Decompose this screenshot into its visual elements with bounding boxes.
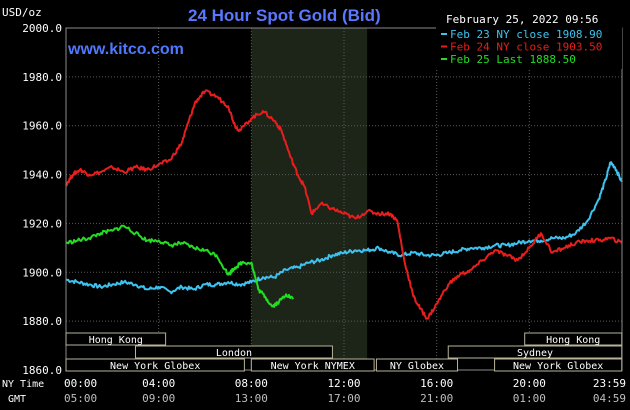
y-tick-label: 2000.0	[22, 22, 62, 35]
website-label: www.kitco.com	[67, 41, 184, 58]
session-label: Hong Kong	[546, 335, 600, 346]
x-tick-label-ny: 12:00	[327, 377, 360, 390]
session-label: New York NYMEX	[271, 361, 355, 372]
x-tick-label-ny: 04:00	[142, 377, 175, 390]
session-box	[135, 345, 333, 359]
series-lines	[65, 89, 623, 320]
y-tick-label: 1940.0	[22, 169, 62, 182]
unit-label: USD/oz	[2, 6, 42, 19]
x-tick-label-gmt: 05:00	[64, 392, 97, 405]
y-tick-labels: 2000.0 1980.0 1960.0 1940.0 1920.0 1900.0 1880…	[22, 22, 62, 377]
session-box	[65, 358, 245, 372]
x-tick-label-ny: 00:00	[64, 377, 97, 390]
session-box	[447, 345, 623, 359]
x-tick-label-ny: 20:00	[513, 377, 546, 390]
y-tick-label: 1860.0	[22, 364, 62, 377]
x-tick-label-gmt: 17:00	[327, 392, 360, 405]
x-tick-label-ny: 16:00	[420, 377, 453, 390]
session-label: Hong Kong	[89, 335, 143, 346]
session-label: New York Globex	[513, 361, 603, 372]
session-label: London	[216, 348, 252, 359]
x-tick-label-gmt: 13:00	[235, 392, 268, 405]
session-box	[524, 332, 623, 346]
x-tick-labels: 00:00 05:00 04:00 09:00 08:00 13:00 12:00 17:00…	[64, 377, 626, 405]
y-tick-label: 1900.0	[22, 266, 62, 279]
session-box	[375, 358, 459, 372]
y-tick-label: 1920.0	[22, 217, 62, 230]
legend-entry: Feb 23 NY close 1908.90	[450, 28, 602, 41]
legend-background	[436, 27, 622, 69]
x-prefix-gmt: GMT	[8, 394, 26, 405]
x-tick-label-ny: 08:00	[235, 377, 268, 390]
legend-entry: Feb 25 Last 1888.50	[450, 53, 576, 66]
series-line	[65, 161, 623, 295]
session-label: Sydney	[517, 348, 553, 359]
session-box	[494, 358, 623, 372]
session-label: New York Globex	[110, 361, 200, 372]
x-tick-label-gmt: 21:00	[420, 392, 453, 405]
chart-date: February 25, 2022 09:56	[446, 13, 598, 26]
session-box	[250, 358, 375, 372]
x-tick-label-gmt: 04:59	[593, 392, 626, 405]
x-prefix-ny: NY Time	[2, 379, 44, 390]
legend-entry: Feb 24 NY close 1903.50	[450, 41, 602, 54]
market-sessions: Hong Kong London New York Globex New York N…	[65, 332, 623, 372]
series-line	[65, 224, 294, 308]
session-box	[65, 332, 167, 346]
x-tick-label-ny: 23:59	[593, 377, 626, 390]
nymex-highlight-band	[251, 28, 368, 370]
chart-title: 24 Hour Spot Gold (Bid)	[188, 6, 381, 25]
y-tick-label: 1960.0	[22, 120, 62, 133]
x-tick-label-gmt: 09:00	[142, 392, 175, 405]
y-tick-label: 1980.0	[22, 71, 62, 84]
y-tick-label: 1880.0	[22, 315, 62, 328]
session-label: NY Globex	[390, 361, 444, 372]
series-line	[65, 89, 623, 320]
x-tick-label-gmt: 01:00	[513, 392, 546, 405]
